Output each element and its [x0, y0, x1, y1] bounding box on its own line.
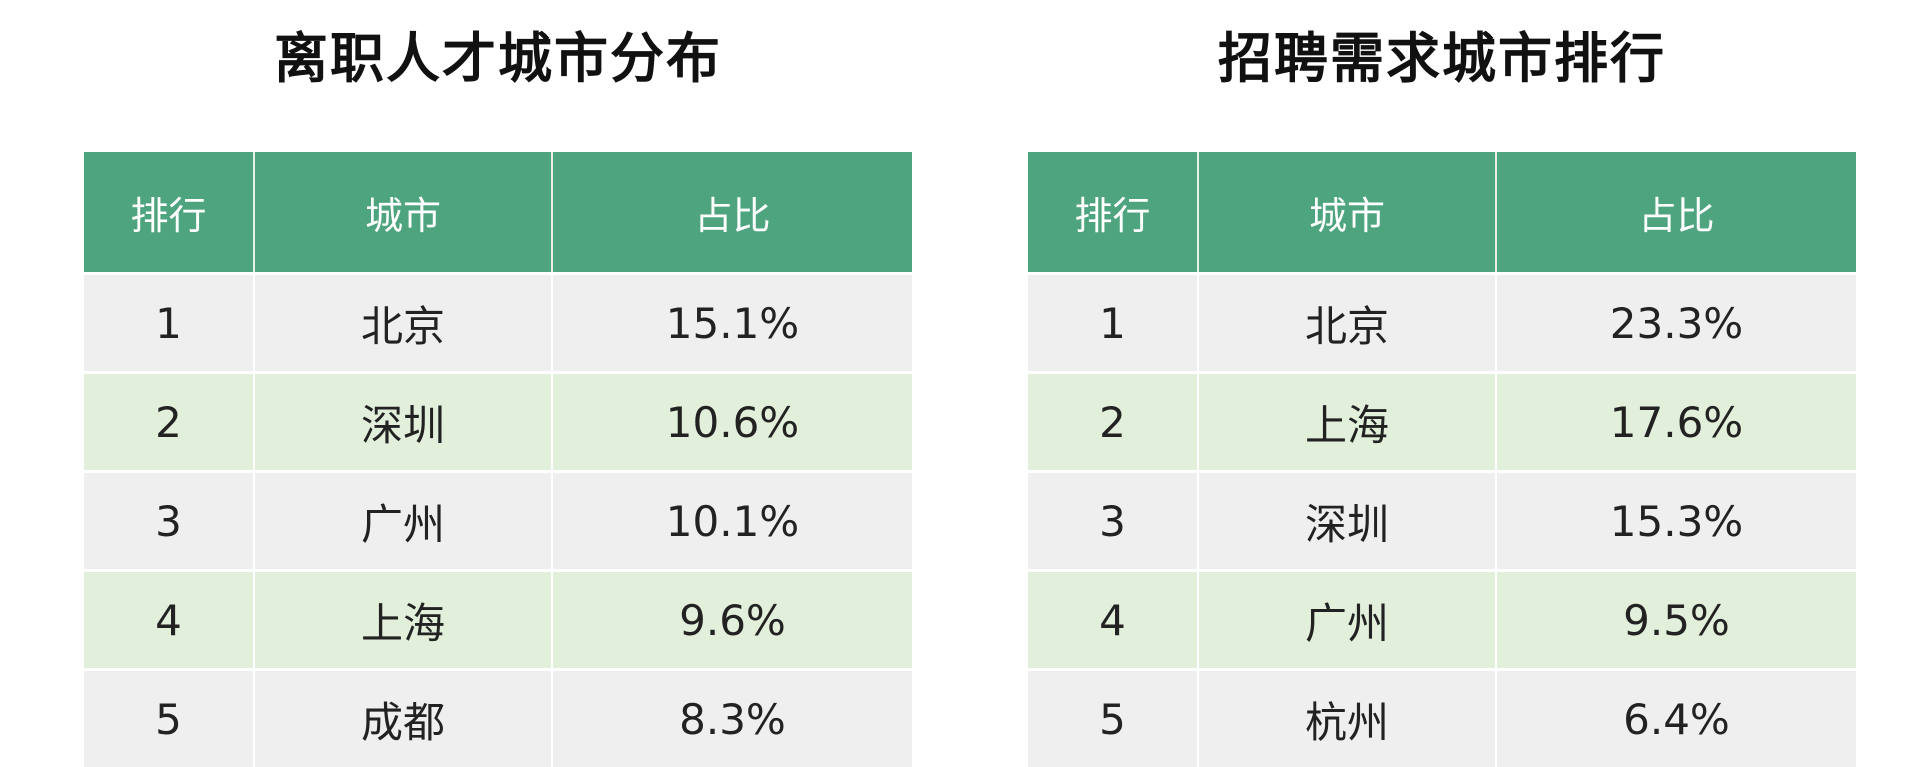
city-cell: 北京 [254, 274, 552, 373]
hiring-demand-table: 排行 城市 占比 1 北京 23.3% 2 上海 17.6% 3 深圳 15.3… [1028, 152, 1856, 767]
rank-cell: 4 [84, 571, 254, 670]
table-row: 3 广州 10.1% [84, 472, 912, 571]
rank-cell: 2 [1028, 373, 1198, 472]
rank-cell: 3 [1028, 472, 1198, 571]
share-cell: 9.5% [1496, 571, 1856, 670]
rank-cell: 1 [1028, 274, 1198, 373]
table-row: 4 广州 9.5% [1028, 571, 1856, 670]
rank-cell: 1 [84, 274, 254, 373]
column-header-rank: 排行 [84, 152, 254, 274]
table-row: 2 深圳 10.6% [84, 373, 912, 472]
departing-talent-title: 离职人才城市分布 [84, 24, 912, 94]
table-row: 5 杭州 6.4% [1028, 670, 1856, 767]
table-row: 3 深圳 15.3% [1028, 472, 1856, 571]
share-cell: 6.4% [1496, 670, 1856, 767]
city-cell: 深圳 [1198, 472, 1496, 571]
city-cell: 上海 [254, 571, 552, 670]
hiring-demand-title: 招聘需求城市排行 [1028, 24, 1856, 94]
table-row: 5 成都 8.3% [84, 670, 912, 767]
city-cell: 杭州 [1198, 670, 1496, 767]
table-header-row: 排行 城市 占比 [84, 152, 912, 274]
city-cell: 北京 [1198, 274, 1496, 373]
share-cell: 17.6% [1496, 373, 1856, 472]
column-header-share: 占比 [1496, 152, 1856, 274]
share-cell: 10.6% [552, 373, 912, 472]
share-cell: 23.3% [1496, 274, 1856, 373]
rank-cell: 3 [84, 472, 254, 571]
table-row: 4 上海 9.6% [84, 571, 912, 670]
column-header-share: 占比 [552, 152, 912, 274]
city-cell: 深圳 [254, 373, 552, 472]
share-cell: 9.6% [552, 571, 912, 670]
rank-cell: 5 [84, 670, 254, 767]
column-header-city: 城市 [1198, 152, 1496, 274]
departing-talent-table: 排行 城市 占比 1 北京 15.1% 2 深圳 10.6% 3 广州 10.1… [84, 152, 912, 767]
table-row: 2 上海 17.6% [1028, 373, 1856, 472]
city-cell: 广州 [1198, 571, 1496, 670]
share-cell: 10.1% [552, 472, 912, 571]
table-row: 1 北京 15.1% [84, 274, 912, 373]
share-cell: 15.1% [552, 274, 912, 373]
table-row: 1 北京 23.3% [1028, 274, 1856, 373]
rank-cell: 5 [1028, 670, 1198, 767]
city-cell: 上海 [1198, 373, 1496, 472]
share-cell: 15.3% [1496, 472, 1856, 571]
column-header-rank: 排行 [1028, 152, 1198, 274]
rank-cell: 4 [1028, 571, 1198, 670]
rank-cell: 2 [84, 373, 254, 472]
city-cell: 成都 [254, 670, 552, 767]
share-cell: 8.3% [552, 670, 912, 767]
city-cell: 广州 [254, 472, 552, 571]
table-header-row: 排行 城市 占比 [1028, 152, 1856, 274]
column-header-city: 城市 [254, 152, 552, 274]
